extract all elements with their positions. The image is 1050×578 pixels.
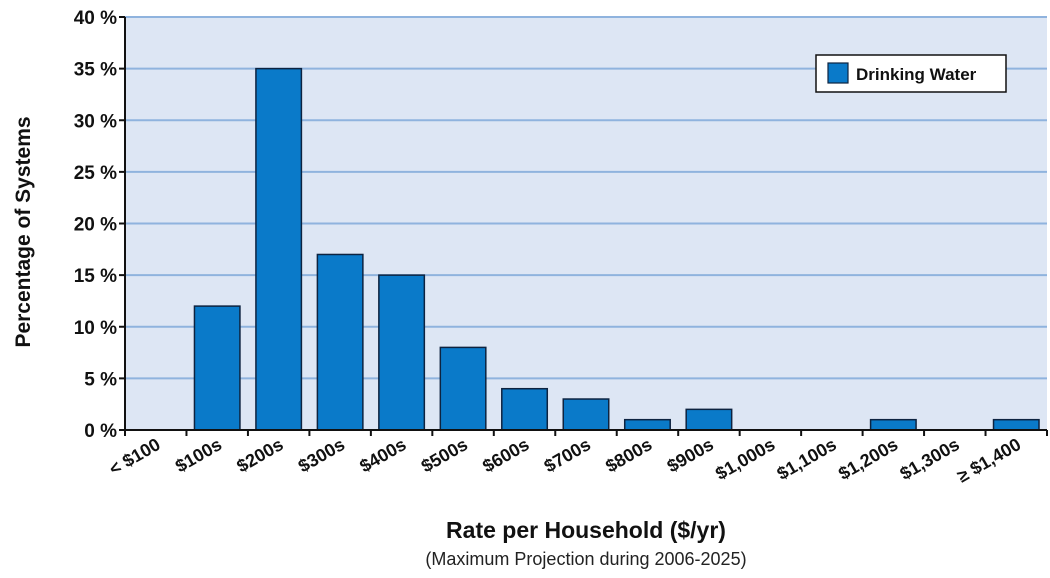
x-axis-title: Rate per Household ($/yr) (446, 517, 726, 543)
x-tick-label: $300s (295, 434, 348, 476)
x-tick-label: $1,300s (896, 434, 962, 484)
axes (119, 16, 1048, 436)
y-tick-label: 5 % (84, 369, 117, 390)
legend-label: Drinking Water (856, 65, 977, 84)
bars (132, 67, 1040, 431)
x-tick-label: $900s (664, 434, 717, 476)
bar (193, 305, 241, 431)
y-axis-title: Percentage of Systems (12, 116, 35, 347)
bar (562, 398, 610, 431)
x-tick-label: $100s (172, 434, 225, 476)
y-tick-labels: 0 % 5 % 10 % 15 % 20 % 25 % 30 % 35 % 40 % (74, 8, 117, 442)
y-tick-label: 20 % (74, 215, 117, 236)
bar (316, 253, 364, 431)
y-tick-label: 30 % (74, 111, 117, 132)
x-tick-label: $600s (479, 434, 532, 476)
x-tick-label: $700s (541, 434, 594, 476)
bar (378, 274, 426, 431)
bar (623, 418, 671, 431)
y-tick-label: 15 % (74, 266, 117, 287)
y-tick-label: 35 % (74, 60, 117, 81)
y-tick-label: 0 % (84, 421, 117, 442)
y-tick-label: 40 % (74, 8, 117, 29)
x-tick-label: $400s (356, 434, 409, 476)
bar (869, 418, 917, 431)
x-tick-label: $800s (602, 434, 655, 476)
bar (255, 67, 303, 431)
x-tick-label: $1,100s (774, 434, 840, 484)
x-axis-subtitle: (Maximum Projection during 2006-2025) (425, 549, 746, 569)
legend: Drinking Water (815, 54, 1007, 93)
x-tick-label: $500s (418, 434, 471, 476)
bar (439, 346, 487, 431)
x-tick-label: $1,000s (712, 434, 778, 484)
bar (501, 387, 549, 431)
x-tick-labels: < $100 $100s $200s $300s $400s $500s $600s $700… (106, 434, 1025, 486)
x-tick-label: ≥ $1,400 (954, 434, 1025, 486)
bar (685, 408, 733, 431)
legend-swatch (827, 62, 849, 84)
y-tick-label: 10 % (74, 318, 117, 339)
y-tick-label: 25 % (74, 163, 117, 184)
x-tick-label: $200s (233, 434, 286, 476)
x-tick-label: $1,200s (835, 434, 901, 484)
bar (992, 418, 1040, 431)
